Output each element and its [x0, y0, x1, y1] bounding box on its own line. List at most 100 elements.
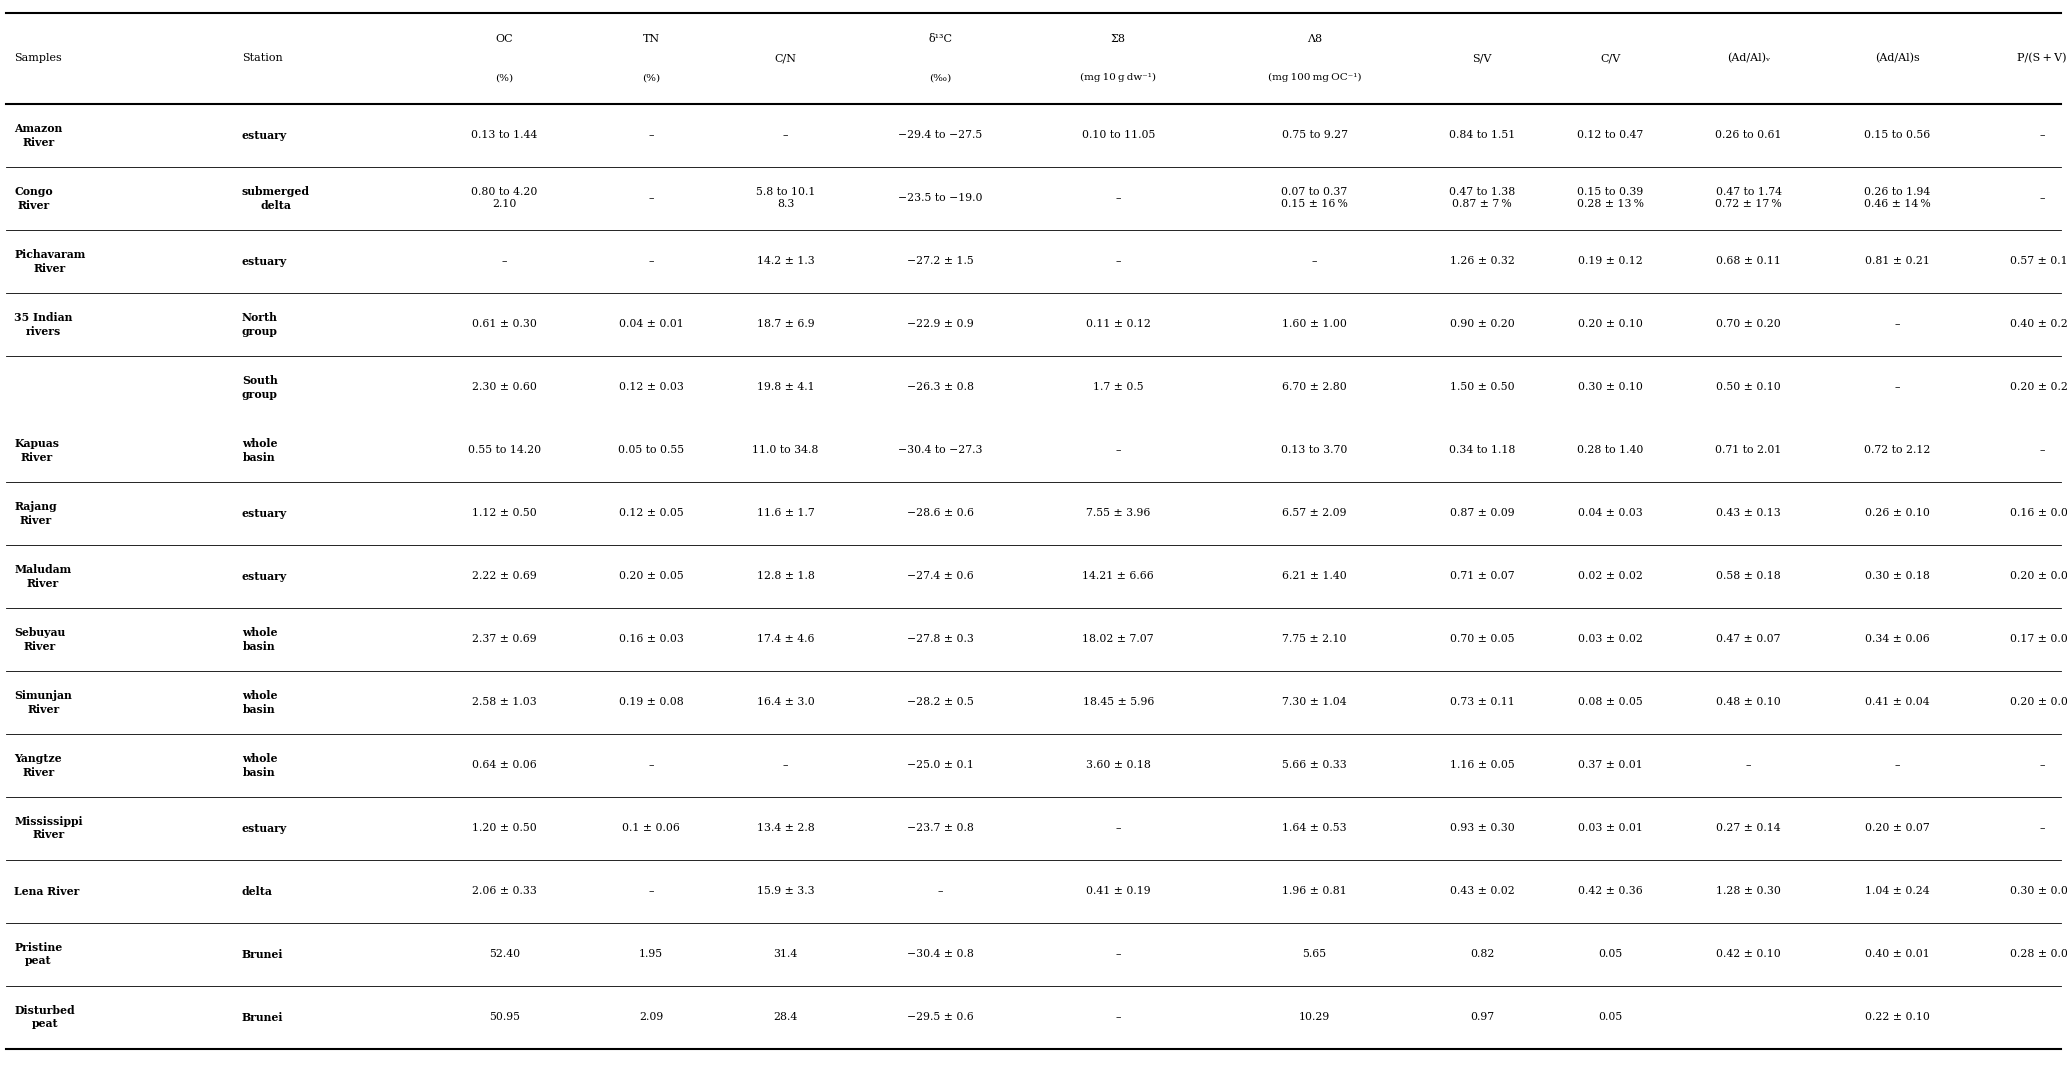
Text: 0.28 to 1.40: 0.28 to 1.40 [1577, 445, 1643, 455]
Text: 0.30 ± 0.03: 0.30 ± 0.03 [2009, 886, 2067, 897]
Text: −30.4 ± 0.8: −30.4 ± 0.8 [907, 949, 974, 959]
Text: –: – [649, 256, 653, 266]
Text: 0.12 ± 0.05: 0.12 ± 0.05 [618, 508, 684, 518]
Text: δ¹³C: δ¹³C [928, 34, 953, 44]
Text: 0.26 to 0.61: 0.26 to 0.61 [1716, 131, 1782, 140]
Text: 0.20 ± 0.01: 0.20 ± 0.01 [2009, 571, 2067, 581]
Text: –: – [1313, 256, 1317, 266]
Text: estuary: estuary [242, 570, 287, 582]
Text: estuary: estuary [242, 823, 287, 834]
Text: P/(S + V): P/(S + V) [2017, 54, 2067, 63]
Text: TN: TN [643, 34, 659, 44]
Text: 50.95: 50.95 [490, 1012, 519, 1022]
Text: 2.37 ± 0.69: 2.37 ± 0.69 [471, 635, 537, 644]
Text: S/V: S/V [1472, 54, 1492, 63]
Text: –: – [1895, 319, 1900, 330]
Text: Sebuyau
River: Sebuyau River [14, 627, 66, 652]
Text: 5.8 to 10.1
8.3: 5.8 to 10.1 8.3 [757, 187, 814, 210]
Text: 1.12 ± 0.50: 1.12 ± 0.50 [471, 508, 537, 518]
Text: 0.41 ± 0.19: 0.41 ± 0.19 [1085, 886, 1151, 897]
Text: 0.20 ± 0.05: 0.20 ± 0.05 [2009, 698, 2067, 707]
Text: Station: Station [242, 54, 283, 63]
Text: 6.21 ± 1.40: 6.21 ± 1.40 [1282, 571, 1348, 581]
Text: Brunei: Brunei [242, 949, 283, 960]
Text: North
group: North group [242, 311, 277, 337]
Text: C/N: C/N [775, 54, 796, 63]
Text: −23.5 to −19.0: −23.5 to −19.0 [899, 194, 982, 203]
Text: −28.6 ± 0.6: −28.6 ± 0.6 [907, 508, 974, 518]
Text: 2.06 ± 0.33: 2.06 ± 0.33 [471, 886, 537, 897]
Text: 0.12 to 0.47: 0.12 to 0.47 [1577, 131, 1643, 140]
Text: 0.16 ± 0.07: 0.16 ± 0.07 [2009, 508, 2067, 518]
Text: 0.40 ± 0.01: 0.40 ± 0.01 [1864, 949, 1931, 959]
Text: –: – [649, 760, 653, 770]
Text: −23.7 ± 0.8: −23.7 ± 0.8 [907, 823, 974, 834]
Text: 0.75 to 9.27: 0.75 to 9.27 [1282, 131, 1348, 140]
Text: 0.47 ± 0.07: 0.47 ± 0.07 [1716, 635, 1782, 644]
Text: 0.15 to 0.56: 0.15 to 0.56 [1864, 131, 1931, 140]
Text: –: – [1747, 760, 1751, 770]
Text: 0.05: 0.05 [1598, 949, 1623, 959]
Text: 0.42 ± 0.10: 0.42 ± 0.10 [1716, 949, 1782, 959]
Text: 0.84 to 1.51: 0.84 to 1.51 [1449, 131, 1515, 140]
Text: 1.96 ± 0.81: 1.96 ± 0.81 [1282, 886, 1348, 897]
Text: 0.57 ± 0.10: 0.57 ± 0.10 [2009, 256, 2067, 266]
Text: Kapuas
River: Kapuas River [14, 438, 60, 462]
Text: –: – [2040, 823, 2044, 834]
Text: Rajang
River: Rajang River [14, 501, 58, 525]
Text: 2.30 ± 0.60: 2.30 ± 0.60 [471, 382, 537, 393]
Text: 1.60 ± 1.00: 1.60 ± 1.00 [1282, 319, 1348, 330]
Text: 1.7 ± 0.5: 1.7 ± 0.5 [1093, 382, 1143, 393]
Text: estuary: estuary [242, 507, 287, 519]
Text: 0.27 ± 0.14: 0.27 ± 0.14 [1716, 823, 1782, 834]
Text: 1.26 ± 0.32: 1.26 ± 0.32 [1449, 256, 1515, 266]
Text: 0.07 to 0.37
0.15 ± 16 %: 0.07 to 0.37 0.15 ± 16 % [1282, 187, 1348, 210]
Text: Σ8: Σ8 [1110, 34, 1127, 44]
Text: 0.03 ± 0.02: 0.03 ± 0.02 [1577, 635, 1643, 644]
Text: –: – [1116, 949, 1120, 959]
Text: −28.2 ± 0.5: −28.2 ± 0.5 [907, 698, 974, 707]
Text: 0.70 ± 0.20: 0.70 ± 0.20 [1716, 319, 1782, 330]
Text: 0.71 to 2.01: 0.71 to 2.01 [1716, 445, 1782, 455]
Text: –: – [1116, 445, 1120, 455]
Text: –: – [1895, 760, 1900, 770]
Text: 28.4: 28.4 [773, 1012, 798, 1022]
Text: 0.08 ± 0.05: 0.08 ± 0.05 [1577, 698, 1643, 707]
Text: 0.15 to 0.39
0.28 ± 13 %: 0.15 to 0.39 0.28 ± 13 % [1577, 187, 1643, 210]
Text: –: – [1895, 382, 1900, 393]
Text: 0.19 ± 0.12: 0.19 ± 0.12 [1577, 256, 1643, 266]
Text: 0.28 ± 0.05: 0.28 ± 0.05 [2009, 949, 2067, 959]
Text: 0.43 ± 0.13: 0.43 ± 0.13 [1716, 508, 1782, 518]
Text: −27.8 ± 0.3: −27.8 ± 0.3 [907, 635, 974, 644]
Text: 0.80 to 4.20
2.10: 0.80 to 4.20 2.10 [471, 187, 537, 210]
Text: 15.9 ± 3.3: 15.9 ± 3.3 [757, 886, 814, 897]
Text: 0.03 ± 0.01: 0.03 ± 0.01 [1577, 823, 1643, 834]
Text: 5.66 ± 0.33: 5.66 ± 0.33 [1282, 760, 1348, 770]
Text: –: – [649, 131, 653, 140]
Text: Λ8: Λ8 [1306, 34, 1323, 44]
Text: 0.13 to 1.44: 0.13 to 1.44 [471, 131, 537, 140]
Text: 5.65: 5.65 [1302, 949, 1327, 959]
Text: –: – [783, 131, 788, 140]
Text: 13.4 ± 2.8: 13.4 ± 2.8 [757, 823, 814, 834]
Text: 1.50 ± 0.50: 1.50 ± 0.50 [1449, 382, 1515, 393]
Text: (%): (%) [643, 73, 659, 82]
Text: 0.05: 0.05 [1598, 1012, 1623, 1022]
Text: 0.12 ± 0.03: 0.12 ± 0.03 [618, 382, 684, 393]
Text: 0.19 ± 0.08: 0.19 ± 0.08 [618, 698, 684, 707]
Text: 0.90 ± 0.20: 0.90 ± 0.20 [1449, 319, 1515, 330]
Text: 52.40: 52.40 [488, 949, 521, 959]
Text: Pichavaram
River: Pichavaram River [14, 249, 85, 274]
Text: 14.2 ± 1.3: 14.2 ± 1.3 [757, 256, 814, 266]
Text: 0.20 ± 0.20: 0.20 ± 0.20 [2009, 382, 2067, 393]
Text: 16.4 ± 3.0: 16.4 ± 3.0 [757, 698, 814, 707]
Text: 0.48 ± 0.10: 0.48 ± 0.10 [1716, 698, 1782, 707]
Text: –: – [1116, 1012, 1120, 1022]
Text: –: – [2040, 131, 2044, 140]
Text: 0.16 ± 0.03: 0.16 ± 0.03 [618, 635, 684, 644]
Text: 0.05 to 0.55: 0.05 to 0.55 [618, 445, 684, 455]
Text: 0.50 ± 0.10: 0.50 ± 0.10 [1716, 382, 1782, 393]
Text: 0.10 to 11.05: 0.10 to 11.05 [1081, 131, 1155, 140]
Text: whole
basin: whole basin [242, 438, 277, 462]
Text: Mississippi
River: Mississippi River [14, 815, 83, 841]
